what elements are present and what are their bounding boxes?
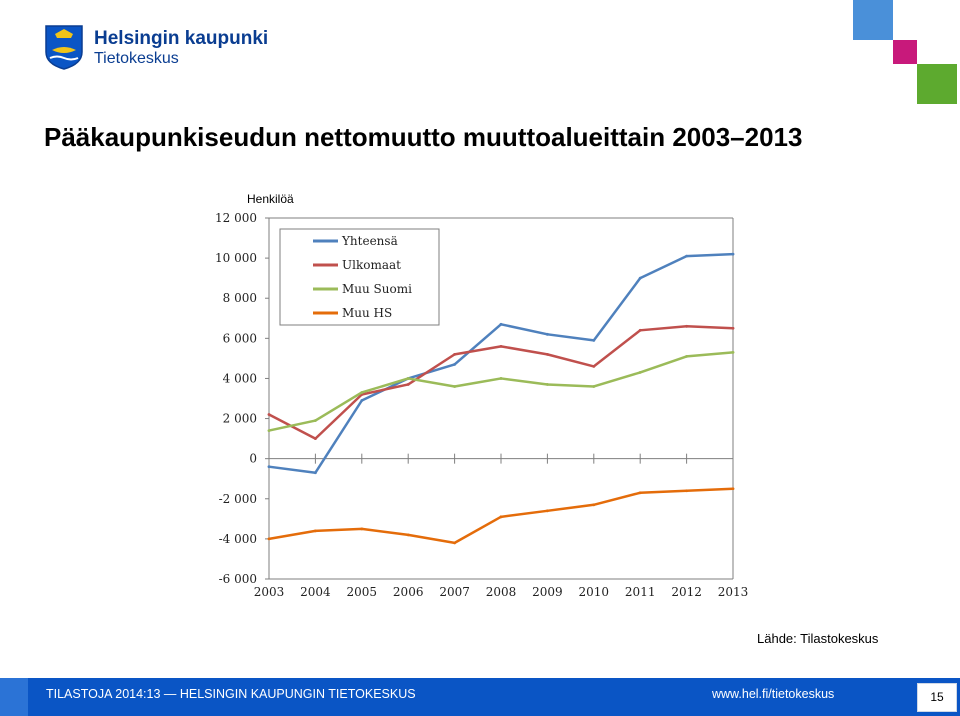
data-point-ulkomaat [685, 324, 688, 328]
data-point-yhteens- [592, 338, 596, 342]
legend-label-yhteens-: Yhteensä [341, 234, 398, 248]
data-point-muu-suomi [453, 385, 456, 388]
legend-label-muu-suomi: Muu Suomi [342, 282, 412, 296]
data-point-yhteens- [267, 465, 271, 469]
page-number: 15 [917, 683, 957, 712]
x-tick-label: 2007 [439, 585, 470, 599]
data-point-muu-suomi [360, 391, 364, 394]
y-tick-label: 6 000 [223, 331, 257, 345]
data-point-muu-suomi [546, 383, 549, 386]
helsinki-crest-icon [45, 25, 83, 70]
y-tick-label: -4 000 [219, 532, 257, 546]
data-point-muu-hs [546, 509, 549, 513]
x-tick-label: 2012 [671, 585, 702, 599]
data-point-muu-hs [453, 541, 456, 545]
data-point-ulkomaat [731, 326, 735, 330]
page-title: Pääkaupunkiseudun nettomuutto muuttoalue… [44, 122, 803, 152]
data-point-muu-suomi [499, 377, 503, 380]
legend-box [279, 228, 440, 326]
data-point-ulkomaat [546, 352, 549, 356]
x-tick-label: 2009 [532, 585, 563, 599]
data-point-ulkomaat [499, 344, 503, 348]
y-tick-label: 12 000 [215, 211, 257, 225]
data-point-muu-suomi [314, 419, 317, 422]
y-tick-label: -2 000 [219, 492, 257, 506]
data-point-muu-suomi [685, 354, 688, 358]
data-point-yhteens- [314, 471, 317, 475]
x-tick-label: 2010 [579, 585, 610, 599]
chart-axes: Henkilöä 12 000 10 000 8 000 6 000 4 000 2 000… [215, 192, 748, 599]
decor-square-magenta [893, 40, 917, 64]
line-chart: Henkilöä 12 000 10 000 8 000 6 000 4 000 2 000… [215, 192, 748, 599]
y-tick-label: 10 000 [215, 251, 257, 265]
data-point-muu-hs [406, 533, 410, 537]
data-point-muu-hs [267, 537, 271, 541]
x-tick-label: 2004 [300, 585, 331, 599]
footer-accent [0, 678, 28, 716]
footer-publication: TILASTOJA 2014:13 — HELSINGIN KAUPUNGIN … [46, 687, 416, 701]
series-line-ulkomaat [267, 325, 735, 440]
y-tick-label: -6 000 [219, 572, 257, 586]
data-point-ulkomaat [592, 365, 596, 368]
legend-label-ulkomaat: Ulkomaat [342, 258, 401, 272]
chart-legend: Yhteensä Ulkomaat Muu Suomi Muu HS [279, 228, 440, 326]
data-point-muu-hs [731, 487, 735, 491]
data-point-yhteens- [685, 254, 688, 258]
y-tick-label: 0 [249, 452, 257, 466]
data-point-yhteens- [499, 322, 503, 326]
y-axis-unit-label: Henkilöä [247, 192, 294, 206]
x-tick-label: 2006 [393, 585, 424, 599]
data-point-muu-suomi [406, 377, 410, 380]
legend-label-muu-hs: Muu HS [342, 306, 392, 320]
footer-bar: TILASTOJA 2014:13 — HELSINGIN KAUPUNGIN … [0, 676, 960, 716]
x-tick-label: 2008 [486, 585, 517, 599]
x-tick-label: 2013 [718, 585, 749, 599]
chart-series [267, 252, 735, 545]
data-point-muu-hs [592, 503, 596, 507]
logo-subname: Tietokeskus [94, 50, 179, 67]
x-tick-label: 2003 [254, 585, 285, 599]
data-point-yhteens- [360, 399, 364, 402]
data-point-muu-suomi [592, 385, 596, 388]
series-line-muu-suomi [267, 351, 735, 432]
data-point-muu-hs [360, 527, 364, 531]
x-tick-label: 2005 [347, 585, 378, 599]
data-point-muu-hs [499, 515, 503, 519]
data-point-ulkomaat [314, 437, 317, 441]
data-point-yhteens- [546, 332, 549, 336]
helsinki-logo: Helsingin kaupunki Tietokeskus [44, 24, 268, 72]
y-tick-label: 2 000 [223, 412, 257, 426]
data-point-ulkomaat [638, 328, 642, 332]
decor-square-blue [853, 0, 893, 40]
data-point-muu-suomi [731, 350, 735, 354]
data-point-ulkomaat [453, 352, 456, 356]
y-tick-label: 8 000 [223, 291, 257, 305]
data-point-yhteens- [638, 276, 642, 280]
decor-square-green [917, 64, 957, 104]
data-point-ulkomaat [267, 413, 271, 416]
data-point-muu-suomi [267, 429, 271, 432]
x-tick-label: 2011 [625, 585, 656, 599]
footer-url-link[interactable]: www.hel.fi/tietokeskus [712, 687, 835, 701]
source-note: Lähde: Tilastokeskus [757, 631, 879, 646]
data-point-yhteens- [731, 252, 735, 256]
data-point-muu-hs [685, 489, 688, 493]
data-point-ulkomaat [406, 383, 410, 386]
data-point-muu-hs [314, 529, 317, 533]
data-point-muu-hs [638, 491, 642, 495]
y-tick-label: 4 000 [223, 371, 257, 385]
footer-top-stripe [0, 676, 960, 678]
data-point-yhteens- [453, 363, 456, 366]
logo-name: Helsingin kaupunki [94, 28, 269, 49]
data-point-muu-suomi [638, 371, 642, 374]
